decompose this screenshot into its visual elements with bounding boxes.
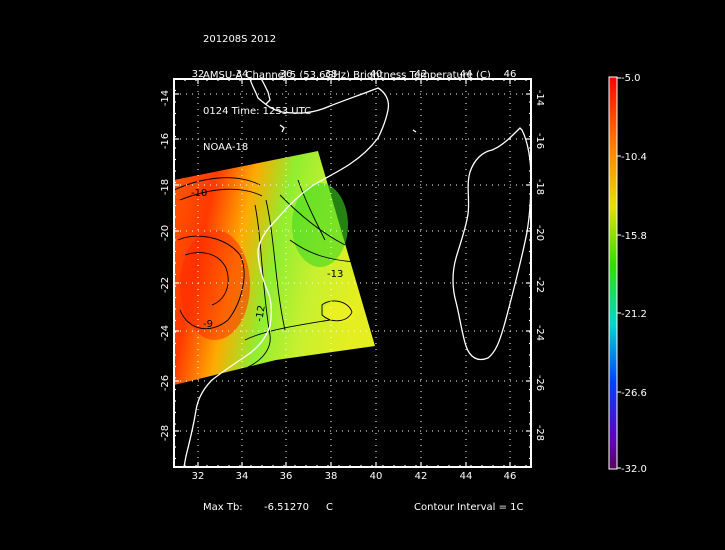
comoros-island — [412, 129, 417, 133]
lon-tick-label: 42 — [415, 471, 428, 482]
lat-tick-label: -20 — [534, 225, 545, 241]
colorbar-labels: -5.0 -10.4 -15.8 -21.2 -26.6 -32.0 — [621, 73, 647, 475]
lon-tick-label: 40 — [370, 69, 383, 80]
lon-tick-label: 34 — [236, 471, 249, 482]
max-tb-unit: C — [326, 502, 333, 513]
colorbar-label: -32.0 — [621, 464, 647, 475]
lon-tick-label: 40 — [370, 471, 383, 482]
lon-tick-label: 46 — [504, 69, 517, 80]
lat-tick-label: -28 — [160, 425, 171, 441]
contour-interval: Contour Interval = 1C — [414, 502, 524, 513]
lon-tick-label: 38 — [325, 471, 338, 482]
lon-labels: 32 34 36 38 40 42 44 46 32 34 36 38 40 4… — [192, 69, 517, 482]
swath-layer — [174, 151, 375, 385]
lon-tick-label: 44 — [460, 471, 473, 482]
colorbar-label: -5.0 — [621, 73, 641, 84]
africa-coastline — [183, 78, 390, 468]
colorbar — [608, 76, 618, 470]
colorbar-ticks — [617, 77, 621, 469]
lake-malawi — [261, 79, 271, 105]
lat-tick-label: -18 — [160, 179, 171, 195]
lon-tick-label: 36 — [280, 69, 293, 80]
title-satellite: NOAA-18 — [203, 142, 249, 153]
colorbar-label: -21.2 — [621, 309, 647, 320]
lat-tick-label: -20 — [160, 225, 171, 241]
lat-labels: -14 -16 -18 -20 -22 -24 -26 -28 -14 -16 … — [160, 90, 545, 441]
lat-tick-label: -22 — [160, 277, 171, 293]
cool-region — [292, 183, 348, 267]
lat-tick-label: -24 — [160, 325, 171, 341]
map-frame — [173, 78, 532, 468]
lon-tick-label: 34 — [236, 69, 249, 80]
lon-tick-label: 38 — [325, 69, 338, 80]
colorbar-label: -26.6 — [621, 388, 647, 399]
lat-tick-label: -18 — [534, 179, 545, 195]
lat-tick-label: -14 — [534, 90, 545, 106]
mozambique-channel-island — [279, 124, 285, 133]
title-channel: AMSU-A Channel 5 (53.6GHz) Brightness Te… — [203, 70, 491, 81]
max-tb-value: -6.51270 — [264, 502, 309, 513]
colorbar-label: -10.4 — [621, 152, 647, 163]
lat-tick-label: -16 — [534, 133, 545, 149]
title-time: 0124 Time: 1253 UTC — [203, 106, 312, 117]
lat-tick-label: -16 — [160, 133, 171, 149]
lon-tick-label: 36 — [280, 471, 293, 482]
max-tb-label: Max Tb: — [203, 502, 243, 513]
title-date: 201208S 2012 — [203, 34, 277, 45]
coastline-layer — [183, 78, 532, 468]
contour-label: -10 — [191, 188, 207, 199]
title-block: 201208S 2012 AMSU-A Channel 5 (53.6GHz) … — [203, 10, 491, 166]
lon-tick-label: 42 — [415, 69, 428, 80]
madagascar-coastline — [452, 127, 532, 361]
contour-label: -9 — [203, 319, 213, 330]
lon-tick-label: 46 — [504, 471, 517, 482]
axis-ticks — [173, 78, 531, 467]
lat-tick-label: -26 — [160, 375, 171, 391]
warm-core — [180, 230, 250, 340]
lon-tick-label: 44 — [460, 69, 473, 80]
lat-tick-label: -28 — [534, 425, 545, 441]
lat-tick-label: -22 — [534, 277, 545, 293]
contour-label: -13 — [327, 269, 343, 280]
contour-value-labels: -10 -13 -12 -9 — [191, 188, 343, 330]
contour-label: -12 — [254, 305, 268, 323]
lat-tick-label: -24 — [534, 325, 545, 341]
colorbar-label: -15.8 — [621, 231, 647, 242]
lat-tick-label: -14 — [160, 90, 171, 106]
lon-tick-label: 32 — [192, 471, 205, 482]
lat-tick-label: -26 — [534, 375, 545, 391]
lon-tick-label: 32 — [192, 69, 205, 80]
